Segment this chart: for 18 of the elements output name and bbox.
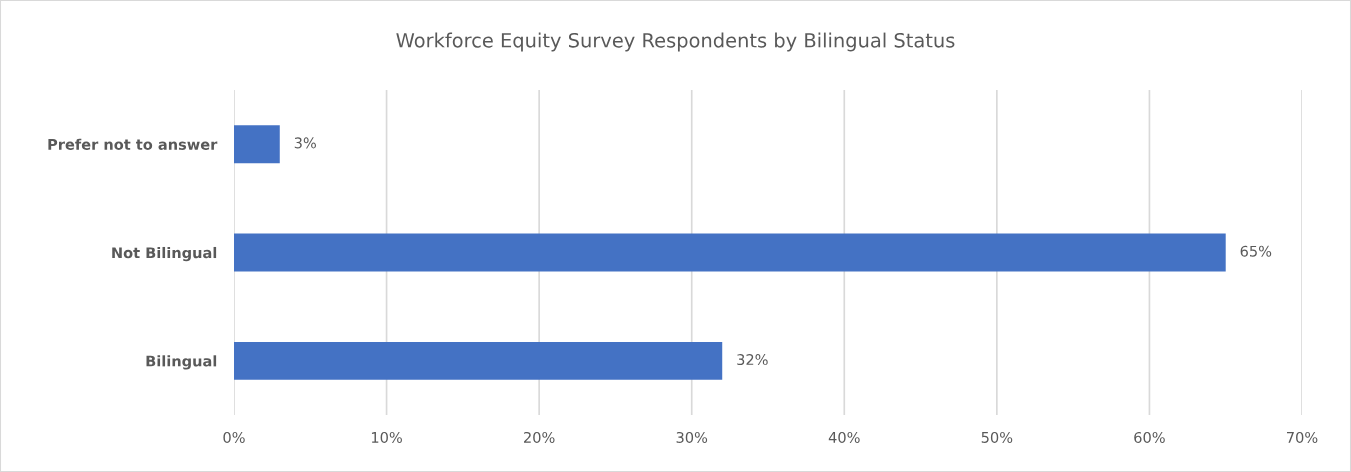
data-label: 3% <box>294 137 316 149</box>
y-tick-label: Bilingual <box>146 355 217 370</box>
bar <box>234 341 723 380</box>
x-tick-label: 40% <box>828 431 860 443</box>
x-tick-label: 30% <box>676 431 708 443</box>
x-tick-label: 60% <box>1134 431 1165 443</box>
x-tick-label: 0% <box>223 431 245 443</box>
y-tick-label: Not Bilingual <box>112 246 217 262</box>
x-tick-label: 10% <box>371 431 402 443</box>
data-label: 32% <box>737 354 768 366</box>
data-label: 65% <box>1240 245 1272 257</box>
x-tick-label: 20% <box>524 431 555 443</box>
x-tick-label: 50% <box>981 431 1013 443</box>
bar <box>234 233 1226 272</box>
bar <box>234 125 280 164</box>
x-tick-label: 70% <box>1286 431 1318 443</box>
y-tick-label: Prefer not to answer <box>48 138 218 150</box>
chart-title: Workforce Equity Survey Respondents by Bilingual Status <box>396 32 955 52</box>
